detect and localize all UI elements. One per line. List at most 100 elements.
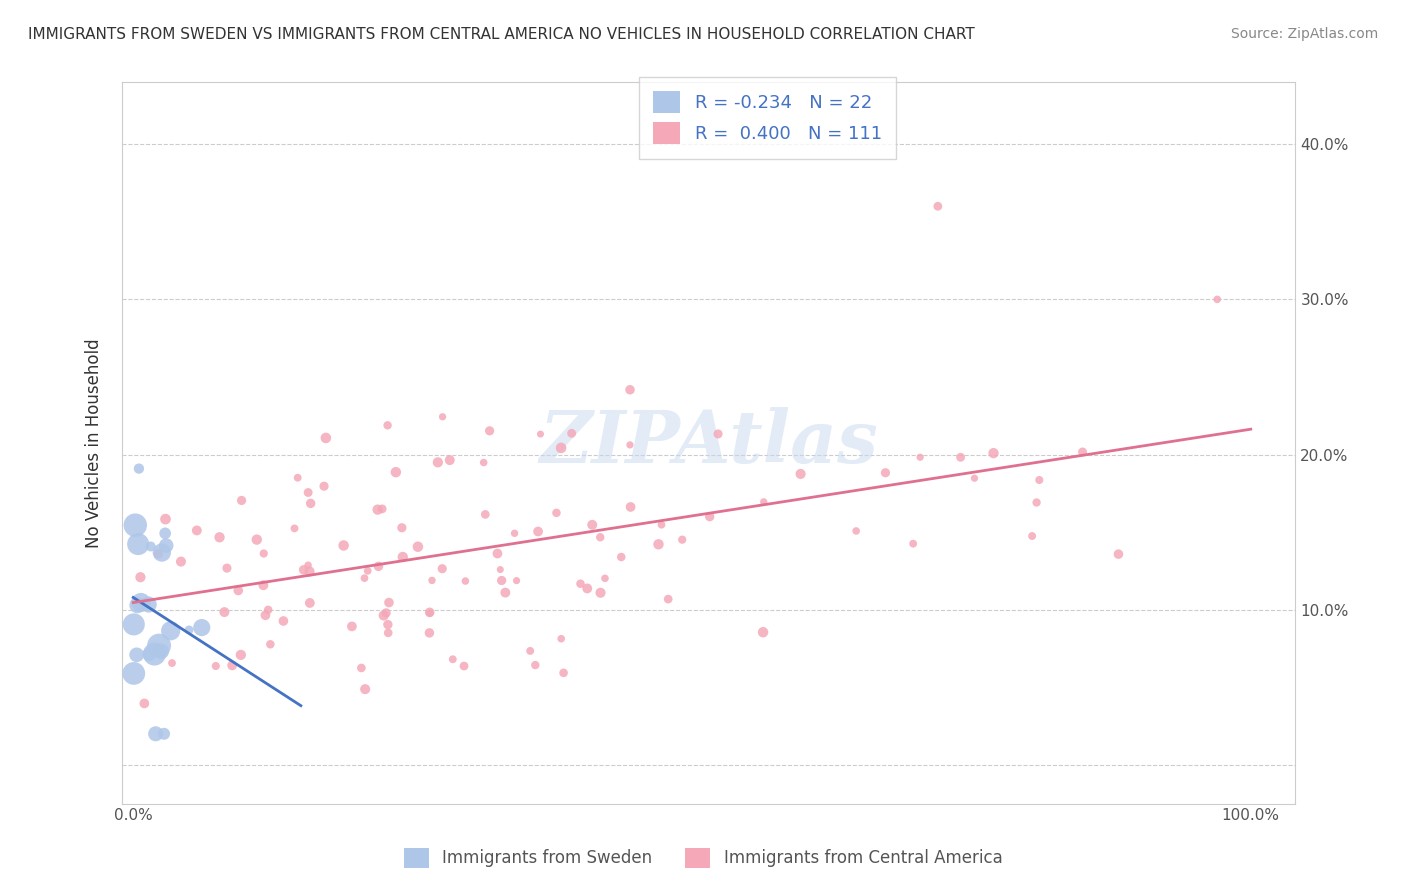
Point [153,727,176,741]
Point [215,561,238,575]
Point [385,465,408,479]
Point [593,571,616,585]
Point [419,607,441,621]
Point [503,526,526,541]
Point [221,658,243,673]
Point [391,549,413,564]
Point [949,450,972,465]
Point [472,456,495,470]
Point [287,471,309,485]
Point [253,547,276,561]
Point [354,682,377,697]
Point [122,617,145,632]
Point [312,479,335,493]
Point [353,571,375,585]
Point [908,450,931,465]
Point [1107,547,1129,561]
Point [127,599,149,613]
Point [789,467,811,481]
Point [619,500,641,514]
Point [569,576,592,591]
Point [406,540,429,554]
Point [170,555,193,569]
Legend: R = -0.234   N = 22, R =  0.400   N = 111: R = -0.234 N = 22, R = 0.400 N = 111 [638,77,896,159]
Point [127,537,149,551]
Point [377,626,399,640]
Point [145,727,167,741]
Point [367,502,389,516]
Point [619,438,641,452]
Legend: Immigrants from Sweden, Immigrants from Central America: Immigrants from Sweden, Immigrants from … [396,841,1010,875]
Point [752,495,775,509]
Point [371,501,394,516]
Point [671,533,693,547]
Point [299,496,322,510]
Point [377,617,399,632]
Point [420,574,443,588]
Point [138,647,160,661]
Point [139,540,162,554]
Point [491,574,513,588]
Point [283,521,305,535]
Point [489,563,512,577]
Point [650,517,672,532]
Point [125,648,148,662]
Point [190,621,212,635]
Point [138,598,160,612]
Point [619,383,641,397]
Point [550,441,572,455]
Point [297,558,319,573]
Point [292,563,315,577]
Point [254,608,277,623]
Point [229,648,252,662]
Point [340,619,363,633]
Point [494,585,516,599]
Point [155,539,177,553]
Point [186,524,208,538]
Point [375,606,398,620]
Point [875,466,897,480]
Point [505,574,527,588]
Point [441,652,464,666]
Point [983,446,1005,460]
Point [1028,473,1050,487]
Point [589,530,612,544]
Point [546,506,568,520]
Point [752,625,775,640]
Point [148,547,170,561]
Point [259,637,281,651]
Point [332,539,354,553]
Point [350,661,373,675]
Point [474,508,496,522]
Point [226,583,249,598]
Point [845,524,868,538]
Point [657,592,679,607]
Point [153,526,176,541]
Point [155,512,177,526]
Point [391,521,413,535]
Point [177,623,200,637]
Point [367,559,389,574]
Point [143,647,166,661]
Point [159,624,181,638]
Point [454,574,477,588]
Point [963,471,986,485]
Point [486,547,509,561]
Point [432,409,454,424]
Point [129,595,152,609]
Point [478,424,501,438]
Point [377,418,399,433]
Point [298,565,321,579]
Point [150,644,173,658]
Point [1206,293,1229,307]
Point [231,493,253,508]
Point [581,517,603,532]
Y-axis label: No Vehicles in Household: No Vehicles in Household [86,338,103,548]
Point [160,656,183,670]
Point [432,562,454,576]
Point [527,524,550,539]
Point [439,453,461,467]
Point [373,608,395,623]
Point [1071,445,1094,459]
Point [647,537,669,551]
